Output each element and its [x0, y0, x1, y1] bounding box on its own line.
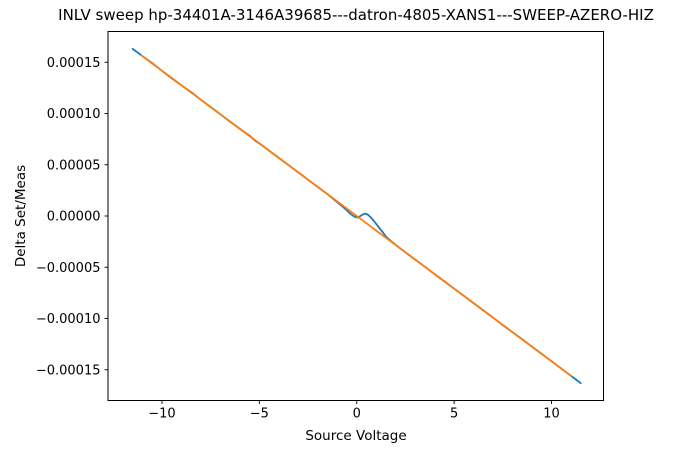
y-tick-label: 0.00015 — [47, 56, 101, 71]
y-tick-label: 0.00010 — [47, 107, 101, 122]
y-tick-label: 0.00000 — [47, 210, 101, 225]
x-tick-label: 10 — [543, 407, 560, 422]
x-tick-label: 0 — [353, 407, 361, 422]
y-tick-label: −0.00010 — [36, 312, 101, 327]
y-tick-label: 0.00005 — [47, 158, 101, 173]
y-axis-label: Delta Set/Meas — [13, 164, 29, 268]
x-tick-label: −5 — [250, 407, 269, 422]
x-tick-label: −10 — [148, 407, 175, 422]
y-tick-label: −0.00015 — [36, 363, 101, 378]
x-tick-label: 5 — [450, 407, 458, 422]
series-orange-line — [140, 54, 572, 377]
x-axis-label: Source Voltage — [305, 428, 407, 444]
chart-title: INLV sweep hp-34401A-3146A39685---datron… — [58, 6, 654, 24]
y-tick-label: −0.00005 — [36, 261, 101, 276]
